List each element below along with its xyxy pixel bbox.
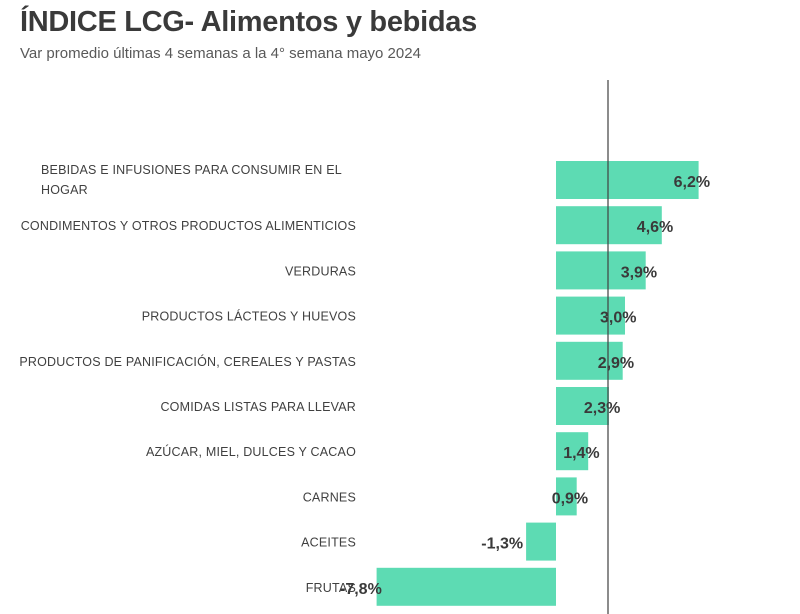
value-label: 3,9% bbox=[621, 264, 657, 281]
bar-3 bbox=[556, 296, 625, 335]
value-label: 2,9% bbox=[598, 355, 634, 372]
category-label: PRODUCTOS LÁCTEOS Y HUEVOS bbox=[142, 309, 356, 324]
category-label: CARNES bbox=[303, 490, 356, 504]
bar-9 bbox=[376, 567, 556, 606]
chart-title: ÍNDICE LCG- Alimentos y bebidas bbox=[20, 6, 477, 38]
value-label: 6,2% bbox=[674, 174, 710, 191]
category-label: FRUTAS bbox=[306, 581, 356, 595]
chart-subtitle: Var promedio últimas 4 semanas a la 4° s… bbox=[20, 45, 421, 62]
value-label: -1,3% bbox=[481, 536, 523, 553]
category-label: VERDURAS bbox=[285, 264, 356, 278]
category-label: COMIDAS LISTAS PARA LLEVAR bbox=[160, 400, 356, 414]
bar-1 bbox=[556, 206, 662, 245]
value-label: 4,6% bbox=[637, 219, 673, 236]
category-label: CONDIMENTOS Y OTROS PRODUCTOS ALIMENTICI… bbox=[21, 219, 356, 233]
category-label: BEBIDAS E INFUSIONES PARA CONSUMIR EN EL… bbox=[41, 163, 342, 197]
bar-2 bbox=[556, 251, 646, 290]
category-label: PRODUCTOS DE PANIFICACIÓN, CEREALES Y PA… bbox=[19, 354, 356, 369]
value-label: -7,8% bbox=[340, 581, 382, 598]
bar-8 bbox=[526, 522, 556, 561]
value-label: 0,9% bbox=[552, 490, 588, 507]
bar-5 bbox=[556, 387, 609, 425]
value-label: 2,3% bbox=[584, 400, 620, 417]
bar-7 bbox=[556, 477, 577, 516]
bar-4 bbox=[556, 341, 623, 380]
category-label: AZÚCAR, MIEL, DULCES Y CACAO bbox=[146, 444, 356, 459]
category-label: ACEITES bbox=[301, 536, 356, 550]
value-label: 3,0% bbox=[600, 310, 636, 327]
bar-6 bbox=[556, 432, 589, 471]
value-label: 1,4% bbox=[563, 445, 599, 462]
bar-0 bbox=[556, 161, 699, 199]
